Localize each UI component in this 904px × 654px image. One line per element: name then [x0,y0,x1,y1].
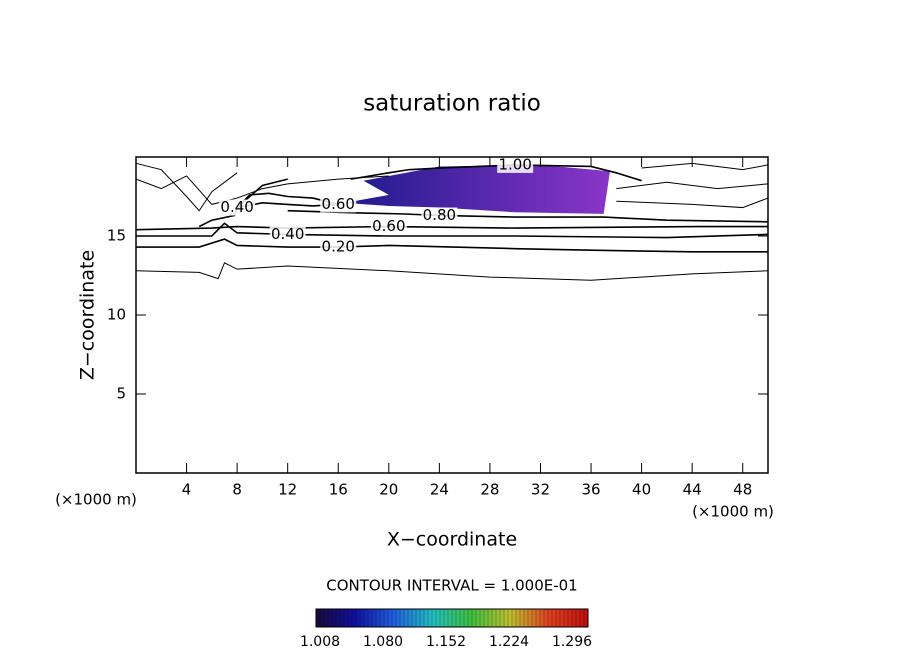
x-tick-label: 20 [379,481,398,499]
contour-label-bg [421,207,458,224]
x-tick-label: 28 [480,481,499,499]
x-tick-label: 36 [581,481,600,499]
contour-label-bg [269,226,306,243]
contour-line [616,197,769,209]
contour-label: 0.60 [372,217,405,235]
x-tick-label: 40 [632,481,651,499]
contour-label-bg [320,239,357,256]
x-tick-label: 8 [232,481,242,499]
contour-interval: CONTOUR INTERVAL = 1.000E-01 [326,577,577,595]
y-axis-label: Z−coordinate [77,250,99,380]
x-tick-label: 32 [531,481,550,499]
y-tick-label: 15 [107,227,126,245]
x-axis-unit: (×1000 m) [692,503,774,521]
colorbar [315,608,589,628]
contour-label: 0.80 [423,206,456,224]
contour-label-bg [219,199,256,216]
x-tick-label: 16 [329,481,348,499]
colorbar-label: 1.008 [300,634,340,650]
contour-label: 0.40 [220,198,253,216]
colorbar-label: 1.152 [426,634,466,650]
x-tick-label: 4 [182,481,192,499]
contour-label: 0.20 [322,238,355,256]
x-tick-label: 44 [683,481,702,499]
x-tick-label: 12 [278,481,297,499]
contour-label: 0.40 [271,225,304,243]
contour-label-bg [320,196,357,213]
y-axis-unit: (×1000 m) [55,491,137,509]
x-tick-label: 24 [430,481,449,499]
contour-label: 0.60 [322,195,355,213]
filled-region [344,164,610,214]
x-tick-label: 48 [733,481,752,499]
y-tick-label: 10 [107,306,126,324]
contour-line [135,262,769,281]
colorbar-label: 1.224 [489,634,529,650]
colorbar-label: 1.296 [552,634,592,650]
colorbar-label: 1.080 [363,634,403,650]
y-tick-label: 5 [116,385,126,403]
chart-title: saturation ratio [363,91,541,117]
contour-line [135,175,389,205]
contour-line [350,164,642,182]
x-axis-label: X−coordinate [387,529,517,551]
contour-line [641,162,769,171]
contour-line [136,238,768,253]
contour-label-bg [497,156,534,173]
contour-label: 1.00 [498,155,531,173]
contour-line [136,222,769,239]
contour-line [135,162,238,212]
contour-line [616,181,769,190]
contour-label-bg [370,218,407,235]
